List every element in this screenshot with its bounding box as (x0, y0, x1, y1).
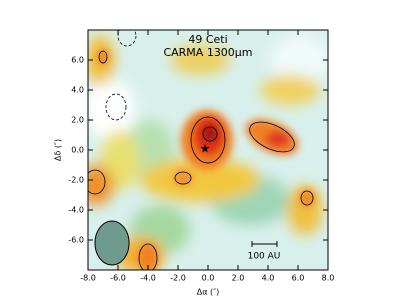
chart-title: 49 Ceti (188, 33, 227, 46)
x-tick-label: 4.0 (262, 274, 275, 283)
y-tick-label: 0.0 (71, 146, 84, 155)
x-tick-label: 2.0 (232, 274, 245, 283)
x-tick-label: 6.0 (292, 274, 305, 283)
y-tick-label: 2.0 (71, 116, 84, 125)
x-tick-label: -4.0 (140, 274, 156, 283)
x-tick-label: 0.0 (202, 274, 215, 283)
y-axis-label: Δδ (″) (54, 139, 63, 161)
x-tick-label: -2.0 (170, 274, 186, 283)
x-tick-label: 8.0 (322, 274, 335, 283)
x-tick-label: -6.0 (110, 274, 126, 283)
image-map: ★ (88, 30, 328, 270)
star-marker: ★ (200, 142, 211, 156)
y-tick-label: -2.0 (68, 176, 84, 185)
y-tick-label: 4.0 (71, 86, 84, 95)
y-tick-label: -6.0 (68, 236, 84, 245)
chart-subtitle: CARMA 1300μm (163, 46, 252, 59)
y-tick-label: -4.0 (68, 206, 84, 215)
scale-label: 100 AU (248, 252, 281, 262)
x-tick-label: -8.0 (80, 274, 96, 283)
y-tick-label: 6.0 (71, 56, 84, 65)
x-axis-label: Δα (″) (197, 288, 220, 297)
